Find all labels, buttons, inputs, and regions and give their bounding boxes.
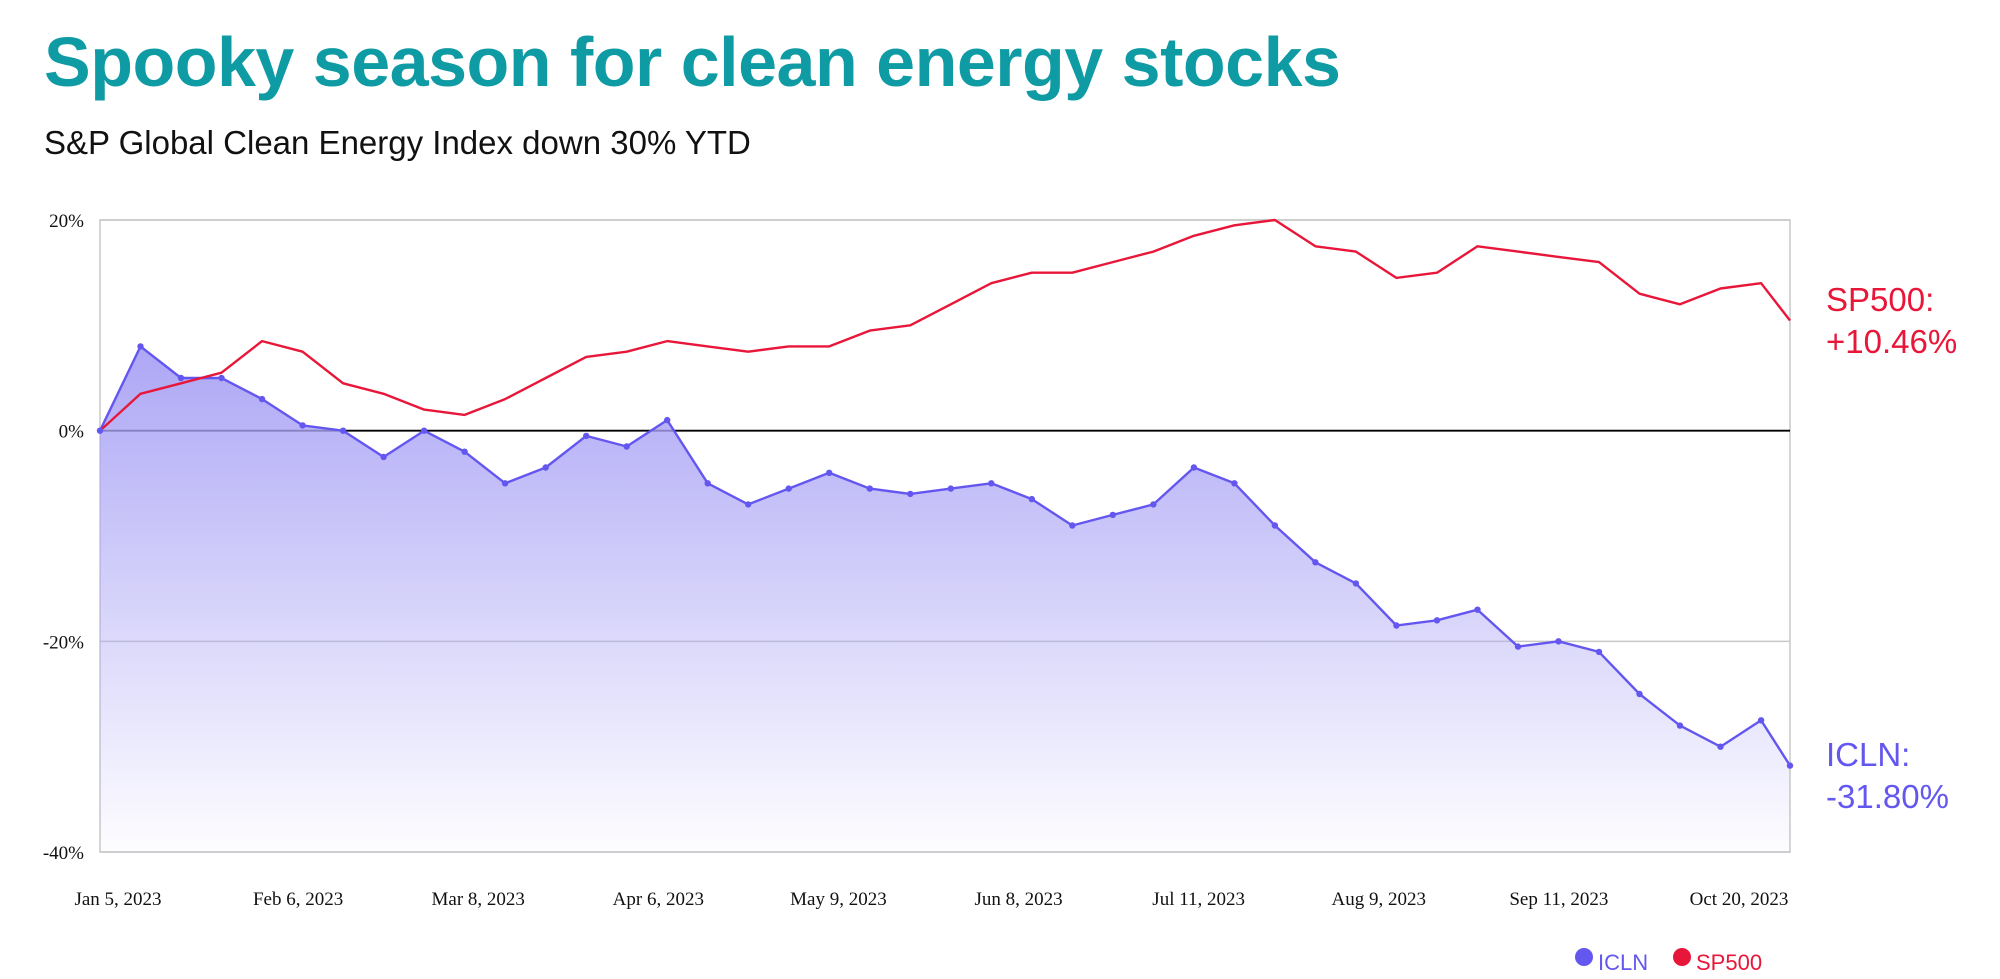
icln-area-fill xyxy=(100,346,1790,852)
x-tick-label: May 9, 2023 xyxy=(790,889,887,910)
icln-point xyxy=(461,448,468,455)
icln-point xyxy=(826,469,833,476)
x-tick-label: Jun 8, 2023 xyxy=(974,889,1062,910)
icln-point xyxy=(1433,617,1441,624)
y-tick-label: -20% xyxy=(43,632,84,653)
sp500-end-label: SP500: xyxy=(1826,281,1934,318)
icln-point xyxy=(1271,522,1279,529)
icln-point xyxy=(177,374,185,382)
icln-point xyxy=(96,427,104,434)
legend: ICLN SP500 xyxy=(1575,948,1762,975)
y-tick-label: 0% xyxy=(59,422,85,443)
icln-point xyxy=(1069,522,1076,529)
icln-point xyxy=(1636,690,1643,698)
icln-point xyxy=(988,480,995,487)
icln-point xyxy=(501,480,509,487)
icln-point xyxy=(339,427,347,434)
icln-point xyxy=(745,501,752,508)
icln-end-label: ICLN: xyxy=(1826,736,1910,773)
icln-end-label: -31.80% xyxy=(1826,778,1949,815)
icln-point xyxy=(664,416,671,424)
icln-point xyxy=(1028,495,1036,503)
icln-point xyxy=(947,485,954,492)
icln-point xyxy=(1150,501,1157,508)
icln-point xyxy=(583,432,590,440)
chart-subtitle: S&P Global Clean Energy Index down 30% Y… xyxy=(44,124,751,161)
chart-title: Spooky season for clean energy stocks xyxy=(44,23,1341,101)
icln-point xyxy=(1312,559,1319,566)
x-tick-label: Jan 5, 2023 xyxy=(74,889,161,910)
icln-point xyxy=(623,443,630,450)
icln-point xyxy=(1393,622,1400,629)
x-tick-label: Aug 9, 2023 xyxy=(1332,889,1426,910)
x-tick-label: Jul 11, 2023 xyxy=(1152,889,1245,910)
icln-point xyxy=(1190,464,1198,471)
x-tick-label: Oct 20, 2023 xyxy=(1690,889,1789,910)
sp500-end-label: +10.46% xyxy=(1826,323,1957,360)
icln-point xyxy=(866,485,873,492)
icln-point xyxy=(907,490,914,498)
axis-labels: 20% 0% -20% -40% Jan 5, 2023 Feb 6, 2023 Mar 8… xyxy=(43,211,1789,910)
icln-point xyxy=(380,453,387,461)
sp500-line xyxy=(99,218,1791,432)
icln-point xyxy=(1595,648,1603,656)
icln-point xyxy=(1474,606,1481,613)
icln-point xyxy=(137,343,144,350)
icln-area xyxy=(100,346,1790,852)
legend-label: SP500 xyxy=(1696,950,1762,975)
legend-label: ICLN xyxy=(1598,950,1648,975)
icln-point xyxy=(785,485,792,492)
y-tick-label: 20% xyxy=(49,211,84,232)
icln-point xyxy=(1555,638,1562,645)
icln-point xyxy=(704,480,711,487)
icln-point xyxy=(1757,717,1765,724)
legend-marker xyxy=(1575,948,1593,966)
icln-point xyxy=(1352,580,1360,587)
icln-point xyxy=(1514,643,1522,650)
y-tick-label: -40% xyxy=(43,843,84,864)
end-labels: SP500: +10.46% ICLN: -31.80% xyxy=(1826,281,1957,815)
icln-point xyxy=(1676,722,1684,729)
icln-point xyxy=(1109,511,1117,519)
icln-point xyxy=(1231,480,1238,487)
icln-points xyxy=(96,343,1794,769)
x-tick-label: Mar 8, 2023 xyxy=(432,889,525,910)
icln-point xyxy=(218,374,225,382)
x-tick-label: Sep 11, 2023 xyxy=(1509,889,1608,910)
legend-marker xyxy=(1673,948,1691,966)
icln-point xyxy=(420,427,428,434)
x-tick-label: Apr 6, 2023 xyxy=(613,889,704,910)
icln-point xyxy=(1717,743,1724,750)
icln-point xyxy=(258,395,266,403)
icln-point xyxy=(1786,762,1794,769)
x-tick-label: Feb 6, 2023 xyxy=(253,889,343,910)
icln-point xyxy=(299,422,306,429)
icln-point xyxy=(542,464,549,471)
